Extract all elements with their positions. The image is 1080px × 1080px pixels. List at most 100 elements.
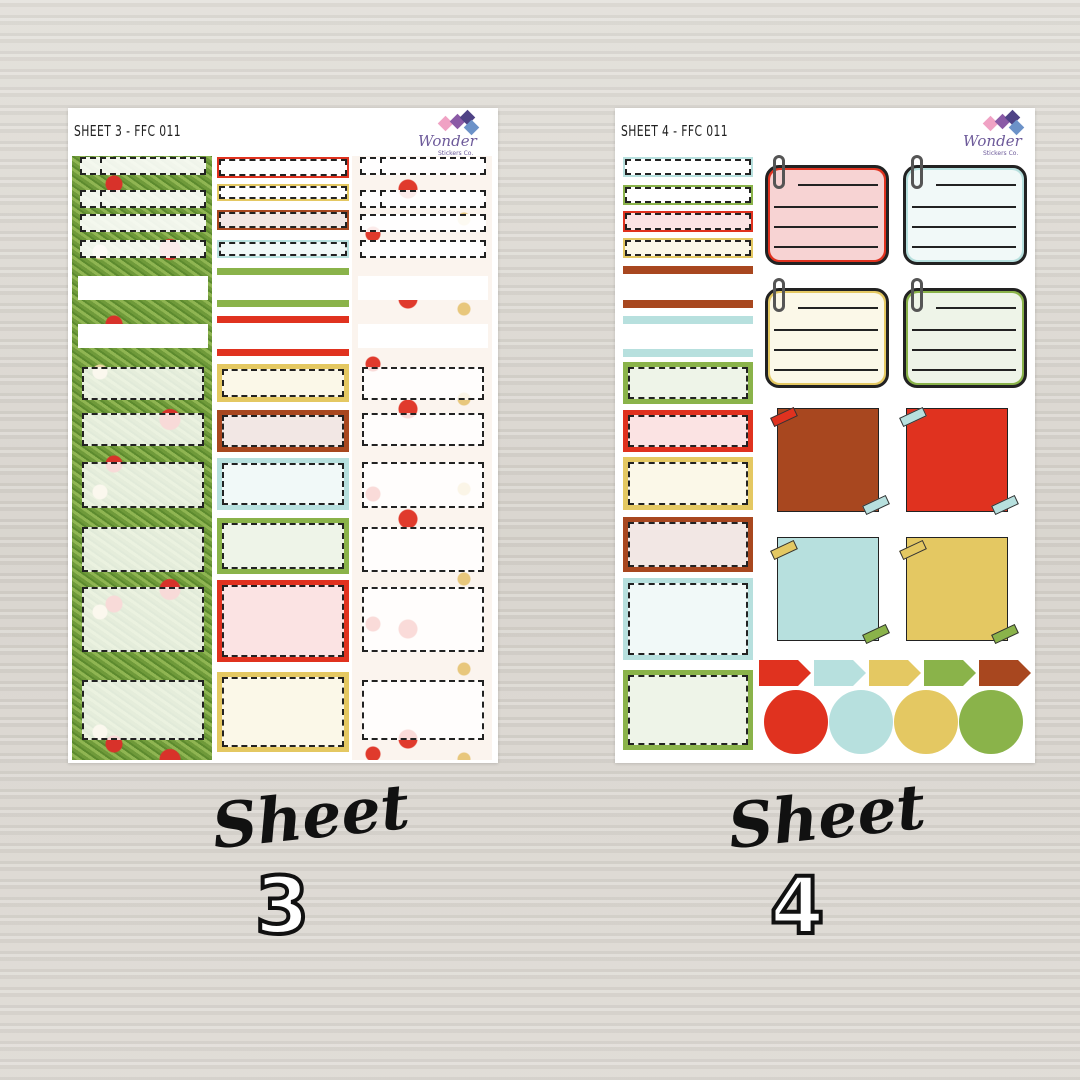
dashed-inner: [219, 242, 347, 256]
blank-strip-sticker: [358, 324, 488, 348]
red-notecard-sticker: [765, 165, 889, 265]
line: [912, 226, 1016, 228]
line: [912, 369, 1016, 371]
dashed-inner: [628, 415, 748, 447]
yellow-notecard-sticker: [765, 288, 889, 388]
dashed-inner: [222, 523, 344, 569]
dashed-inner: [628, 462, 748, 505]
teal-bar-sticker: [623, 316, 753, 324]
teal-box-sticker: [217, 458, 349, 510]
blank-strip-sticker: [358, 276, 488, 300]
blank-strip-sticker: [78, 324, 208, 348]
dashed-box-sticker: [362, 462, 484, 508]
yellow-flag-sticker: [869, 660, 921, 686]
green-box-sticker: [623, 670, 753, 750]
green-bar-sticker: [217, 300, 349, 307]
brown-bar-sticker: [623, 300, 753, 308]
yellow-circle-sticker: [894, 690, 958, 754]
paperclip-icon: [911, 278, 923, 312]
dashed-inner: [628, 583, 748, 655]
brown-box-sticker: [623, 517, 753, 572]
paperclip-icon: [773, 278, 785, 312]
brown-square-sticker: [777, 408, 879, 512]
line: [912, 206, 1016, 208]
line: [774, 349, 878, 351]
line: [774, 246, 878, 248]
dashed-inner: [222, 677, 344, 747]
sheet-3-caption: Sheet: [208, 769, 413, 864]
red-box-sticker: [623, 410, 753, 452]
brown-bar-sticker: [623, 266, 753, 274]
dashed-inner: [219, 186, 347, 199]
divider: [100, 190, 102, 208]
dashed-inner: [625, 159, 751, 175]
red-box-sticker: [217, 580, 349, 662]
dashed-box-sticker: [82, 462, 204, 508]
teal-box-sticker: [623, 578, 753, 660]
paperclip-icon: [911, 155, 923, 189]
yellow-square-sticker: [906, 537, 1008, 641]
yellow-box-sticker: [217, 364, 349, 402]
red-bar-sticker: [217, 349, 349, 356]
line: [774, 226, 878, 228]
line: [912, 329, 1016, 331]
sheet-4-title: SHEET 4 - FFC 011: [621, 122, 729, 140]
dashed-inner: [219, 212, 347, 228]
brown-flag-sticker: [979, 660, 1031, 686]
sheet-3: SHEET 3 - FFC 011 Wonder Stickers Co.: [68, 108, 498, 763]
line: [936, 307, 1016, 309]
dashed-inner: [222, 463, 344, 505]
dashed-label-sticker: [80, 214, 206, 232]
green-bar-sticker: [217, 268, 349, 275]
yellow-box-sticker: [217, 672, 349, 752]
teal-notecard-sticker: [903, 165, 1027, 265]
sheet-4: SHEET 4 - FFC 011 Wonder Stickers Co.: [615, 108, 1035, 763]
dashed-box-sticker: [82, 413, 204, 446]
divider: [100, 157, 102, 175]
yellow-label-sticker: [217, 184, 349, 201]
red-label-sticker: [217, 157, 349, 178]
dashed-inner: [625, 213, 751, 230]
green-circle-sticker: [959, 690, 1023, 754]
dashed-box-sticker: [82, 367, 204, 400]
line: [912, 246, 1016, 248]
teal-label-sticker: [623, 157, 753, 177]
dashed-inner: [222, 585, 344, 657]
green-box-sticker: [217, 518, 349, 574]
teal-circle-sticker: [829, 690, 893, 754]
teal-bar-sticker: [623, 349, 753, 357]
line: [912, 349, 1016, 351]
wonder-stickers-logo: Wonder Stickers Co.: [963, 109, 1033, 162]
sheet-4-number: 4: [768, 860, 826, 954]
dashed-label-sticker: [360, 240, 486, 258]
teal-square-sticker: [777, 537, 879, 641]
dashed-inner: [625, 240, 751, 256]
green-flag-sticker: [924, 660, 976, 686]
dashed-inner: [628, 675, 748, 745]
dashed-inner: [219, 159, 347, 176]
wonder-stickers-logo: Wonder Stickers Co.: [418, 109, 488, 162]
yellow-box-sticker: [623, 457, 753, 510]
line: [774, 206, 878, 208]
dashed-box-sticker: [362, 413, 484, 446]
dashed-box-sticker: [82, 527, 204, 572]
divider: [380, 190, 382, 208]
dashed-label-sticker: [360, 214, 486, 232]
dashed-label-sticker: [360, 157, 486, 175]
brown-label-sticker: [217, 210, 349, 230]
teal-label-sticker: [217, 240, 349, 258]
red-square-sticker: [906, 408, 1008, 512]
line: [798, 307, 878, 309]
dashed-label-sticker: [80, 157, 206, 175]
paperclip-icon: [773, 155, 785, 189]
green-label-sticker: [623, 185, 753, 205]
line: [774, 329, 878, 331]
dashed-box-sticker: [362, 680, 484, 740]
yellow-label-sticker: [623, 238, 753, 258]
divider: [380, 157, 382, 175]
green-box-sticker: [623, 362, 753, 404]
dashed-inner: [628, 522, 748, 567]
dashed-inner: [628, 367, 748, 399]
dashed-box-sticker: [362, 367, 484, 400]
line: [774, 369, 878, 371]
